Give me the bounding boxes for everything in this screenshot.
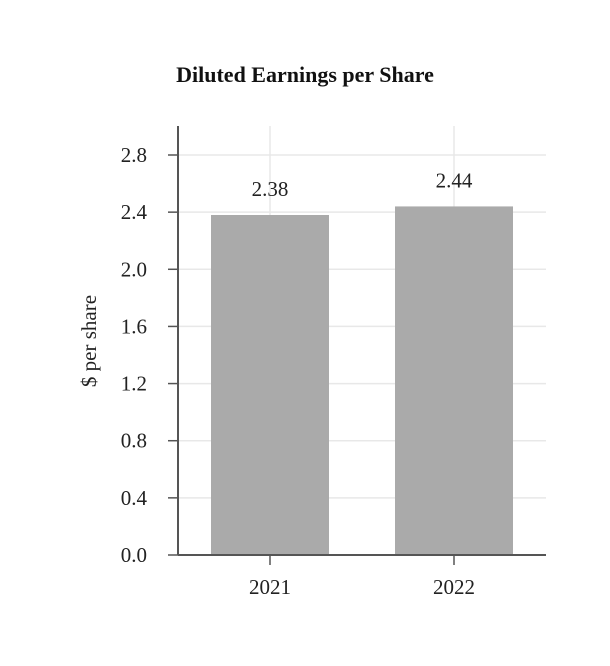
data-label-2022: 2.44	[436, 168, 473, 192]
y-tick-label: 2.4	[121, 200, 148, 224]
x-tick-label: 2021	[249, 575, 291, 599]
y-tick-label: 1.2	[121, 372, 147, 396]
labels: 0.0 0.4 0.8 1.2 1.6 2.0 2.4 2.8 2.38 2021 2.44 2022	[121, 143, 475, 599]
axes	[168, 126, 546, 565]
bar-2021	[211, 215, 329, 555]
y-tick-label: 2.8	[121, 143, 147, 167]
bar-2022	[395, 206, 513, 555]
y-tick-label: 0.0	[121, 543, 147, 567]
y-tick-label: 0.8	[121, 429, 147, 453]
data-label-2021: 2.38	[252, 177, 289, 201]
bars	[211, 206, 513, 555]
y-tick-label: 0.4	[121, 486, 148, 510]
y-axis-label: $ per share	[77, 295, 101, 387]
y-tick-label: 1.6	[121, 314, 147, 338]
y-tick-label: 2.0	[121, 257, 147, 281]
x-tick-label: 2022	[433, 575, 475, 599]
chart-title: Diluted Earnings per Share	[176, 62, 434, 87]
